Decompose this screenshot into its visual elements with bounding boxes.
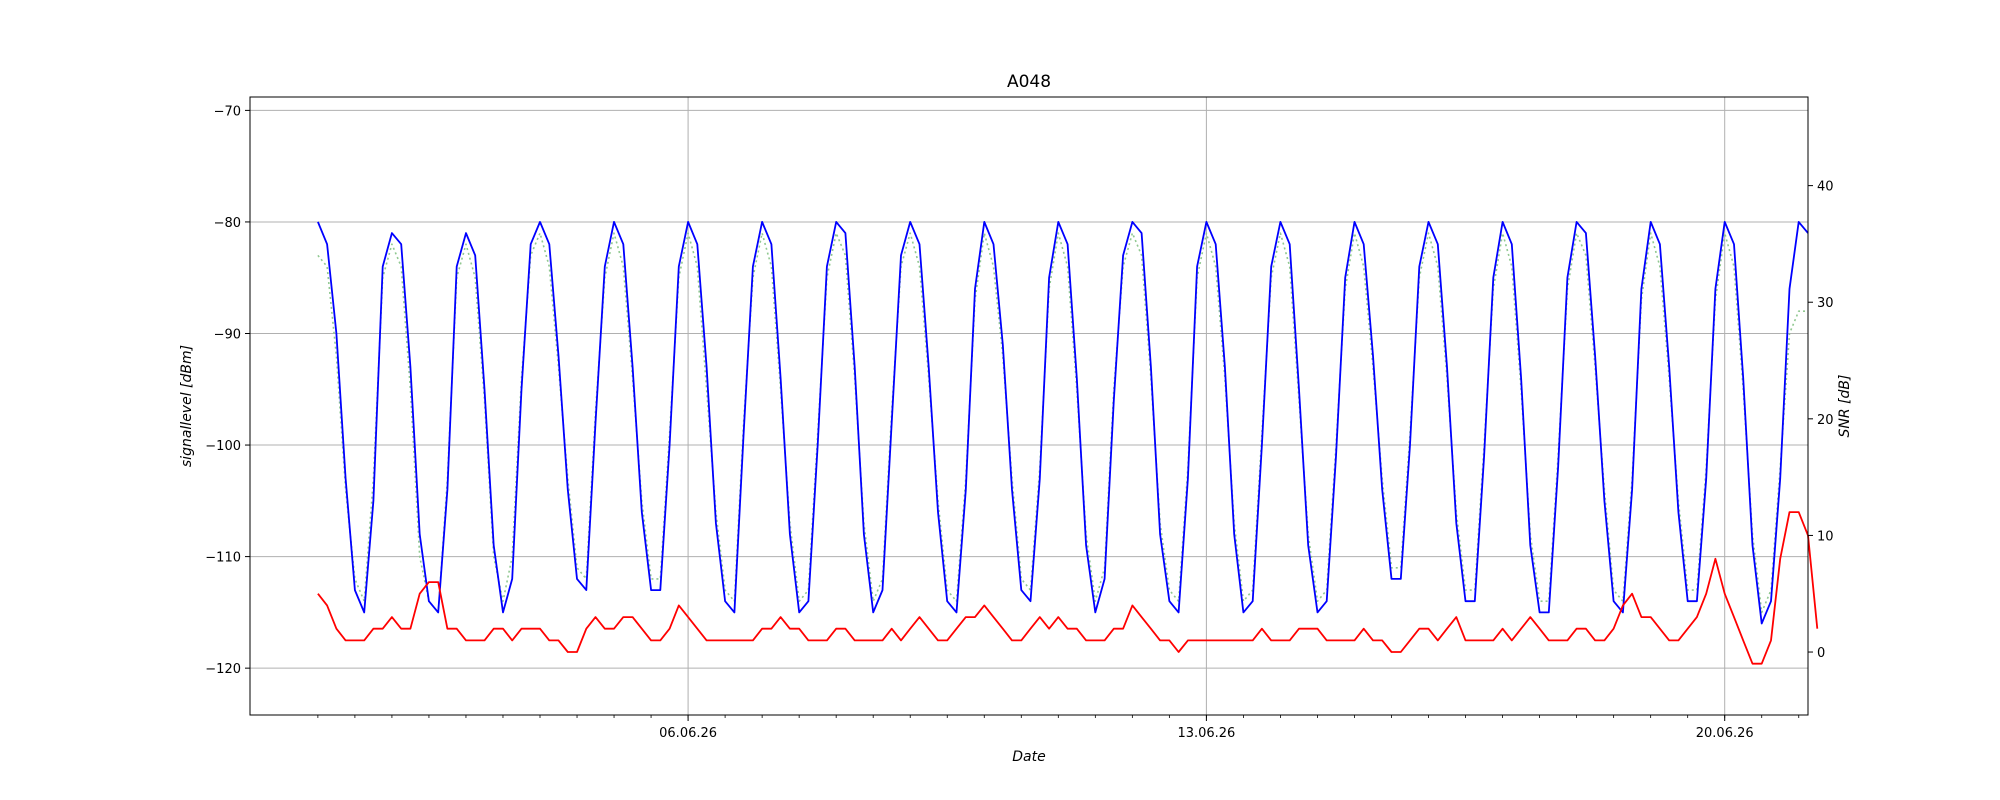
x-axis-title: Date <box>1012 749 1045 765</box>
plot-frame <box>249 96 1809 716</box>
y-tick-label-right: 10 <box>1817 529 1834 544</box>
x-tick-label: 06.06.26 <box>659 726 717 741</box>
axis-ticks: −70 −80 −90 −100 −110 −120 0 10 20 30 40 06.06.26 13… <box>205 104 1833 741</box>
x-tick-label: 20.06.26 <box>1696 726 1754 741</box>
y-tick-label-left: −70 <box>214 104 241 119</box>
y-tick-label-left: −80 <box>214 216 241 231</box>
series-line <box>317 220 1809 625</box>
x-tick-label: 13.06.26 <box>1177 726 1235 741</box>
y-tick-label-right: 40 <box>1817 180 1834 195</box>
y-tick-label-left: −90 <box>214 327 241 342</box>
series-line <box>317 232 1808 614</box>
series-line <box>317 511 1819 665</box>
y-tick-label-right: 20 <box>1817 413 1834 428</box>
y-axis-title-right: SNR [dB] <box>1837 375 1853 438</box>
y-tick-label-left: −110 <box>205 551 241 566</box>
y-tick-label-left: −120 <box>205 662 241 677</box>
y-tick-label-right: 0 <box>1817 646 1825 661</box>
series-lines <box>317 220 1819 665</box>
chart-title: A048 <box>1007 72 1051 92</box>
grid-lines <box>250 97 1808 715</box>
y-axis-title-left: signallevel [dBm] <box>179 345 195 467</box>
y-tick-label-left: −100 <box>205 439 241 454</box>
y-tick-label-right: 30 <box>1817 296 1834 311</box>
